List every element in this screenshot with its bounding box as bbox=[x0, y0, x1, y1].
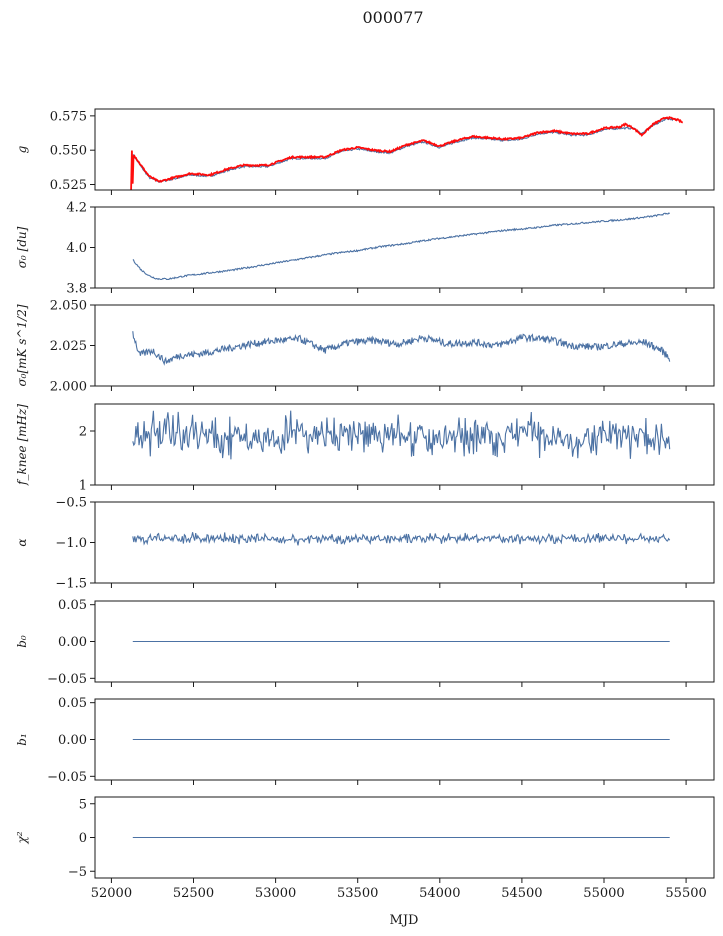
y-tick-label-7-0: −5 bbox=[68, 865, 87, 880]
y-axis-label-1: σ₀ [du] bbox=[15, 226, 29, 268]
y-axis-label-0: g bbox=[15, 145, 29, 153]
x-tick-label-5: 54500 bbox=[501, 886, 542, 901]
y-axis-label-3: f_knee [mHz] bbox=[15, 404, 29, 486]
y-tick-label-0-0: 0.525 bbox=[50, 178, 87, 193]
series-line-1-0 bbox=[132, 212, 671, 281]
y-axis-label-5: b₀ bbox=[15, 635, 29, 648]
x-tick-label-0: 52000 bbox=[91, 886, 132, 901]
y-tick-label-5-1: 0.00 bbox=[58, 635, 87, 650]
y-tick-label-4-0: −1.5 bbox=[55, 577, 87, 592]
panel-2: 2.000 2.025 2.050 σ₀[mK s^1/2] bbox=[15, 299, 715, 395]
y-tick-label-0-1: 0.550 bbox=[50, 144, 87, 159]
axes-frame-2 bbox=[94, 304, 715, 387]
axes-frame-4 bbox=[94, 501, 715, 584]
panel-7: −5 0 5 52000 52500 53000 53500 54000 54500 55000 5… bbox=[15, 796, 715, 901]
panel-4: −1.5 −1.0 −0.5 α bbox=[15, 496, 715, 592]
y-tick-label-1-1: 4.0 bbox=[66, 241, 87, 256]
panel-0: 0.525 0.550 0.575 g bbox=[15, 108, 715, 195]
x-tick-label-7: 55500 bbox=[665, 886, 706, 901]
y-tick-label-6-1: 0.00 bbox=[58, 733, 87, 748]
y-tick-label-3-0: 1 bbox=[79, 479, 87, 494]
x-tick-label-6: 55000 bbox=[583, 886, 624, 901]
axes-frame-0 bbox=[94, 108, 715, 191]
y-axis-label-2: σ₀[mK s^1/2] bbox=[15, 304, 29, 386]
series-line-2-0 bbox=[132, 331, 671, 366]
panel-6: −0.05 0.00 0.05 b₁ bbox=[15, 696, 715, 785]
x-tick-label-1: 52500 bbox=[173, 886, 214, 901]
figure-title: 000077 bbox=[362, 8, 423, 27]
plot-area-4 bbox=[132, 532, 671, 546]
y-tick-label-6-0: −0.05 bbox=[47, 770, 87, 785]
y-tick-label-0-2: 0.575 bbox=[50, 109, 87, 124]
plot-area-3 bbox=[132, 410, 671, 460]
y-tick-label-7-2: 5 bbox=[79, 797, 87, 812]
y-axis-label-7: χ² bbox=[15, 831, 29, 844]
panel-5: −0.05 0.00 0.05 b₀ bbox=[15, 598, 715, 687]
axes-frame-3 bbox=[94, 403, 715, 486]
y-tick-label-7-1: 0 bbox=[79, 831, 87, 846]
y-tick-label-1-0: 3.8 bbox=[66, 282, 87, 297]
y-tick-label-3-1: 2 bbox=[79, 425, 87, 440]
x-tick-label-4: 54000 bbox=[419, 886, 460, 901]
x-axis-label: MJD bbox=[390, 913, 419, 928]
y-tick-label-4-2: −0.5 bbox=[55, 496, 87, 511]
y-tick-label-6-2: 0.05 bbox=[58, 696, 87, 711]
y-tick-label-2-1: 2.025 bbox=[50, 339, 87, 354]
y-axis-label-6: b₁ bbox=[15, 733, 29, 746]
x-tick-label-2: 53000 bbox=[255, 886, 296, 901]
y-tick-label-2-0: 2.000 bbox=[50, 380, 87, 395]
y-tick-label-2-2: 2.050 bbox=[50, 299, 87, 314]
y-tick-label-5-2: 0.05 bbox=[58, 598, 87, 613]
plot-area-1 bbox=[132, 212, 671, 281]
y-tick-label-4-1: −1.0 bbox=[55, 536, 87, 551]
y-tick-label-5-0: −0.05 bbox=[47, 672, 87, 687]
series-line-4-0 bbox=[132, 532, 671, 546]
axes-frame-1 bbox=[94, 206, 715, 289]
panel-1: 3.8 4.0 4.2 σ₀ [du] bbox=[15, 201, 715, 297]
plot-area-0 bbox=[130, 116, 684, 190]
y-tick-label-1-2: 4.2 bbox=[66, 201, 87, 216]
plot-area-2 bbox=[132, 331, 671, 366]
x-tick-label-3: 53500 bbox=[337, 886, 378, 901]
series-line-3-0 bbox=[132, 410, 671, 460]
y-axis-label-4: α bbox=[15, 538, 29, 546]
series-line-0-1 bbox=[130, 116, 684, 190]
panel-3: 1 2 f_knee [mHz] bbox=[15, 403, 715, 494]
